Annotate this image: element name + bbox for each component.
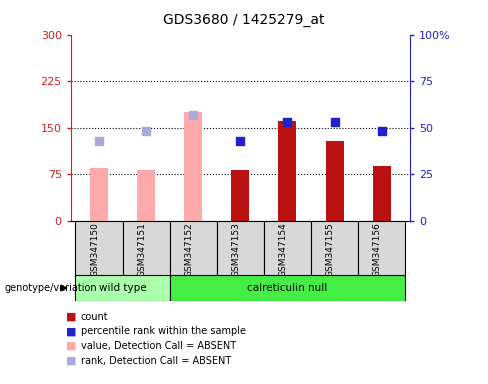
Point <box>331 119 339 125</box>
Text: calreticulin null: calreticulin null <box>247 283 327 293</box>
Bar <box>137 170 155 221</box>
Bar <box>264 221 311 275</box>
Text: GSM347154: GSM347154 <box>279 222 287 276</box>
Point <box>95 137 103 144</box>
Bar <box>170 275 405 301</box>
Text: ■: ■ <box>66 326 77 336</box>
Text: GSM347153: GSM347153 <box>231 222 240 277</box>
Text: ■: ■ <box>66 341 77 351</box>
Bar <box>311 221 358 275</box>
Text: count: count <box>81 312 108 322</box>
Text: GDS3680 / 1425279_at: GDS3680 / 1425279_at <box>163 13 325 27</box>
Text: GSM347150: GSM347150 <box>90 222 99 277</box>
Text: GSM347151: GSM347151 <box>137 222 146 277</box>
Point <box>284 119 291 125</box>
Point <box>236 137 244 144</box>
Text: GSM347152: GSM347152 <box>184 222 193 276</box>
Bar <box>279 121 296 221</box>
Text: GSM347156: GSM347156 <box>373 222 382 277</box>
Text: wild type: wild type <box>99 283 146 293</box>
Point <box>142 128 150 134</box>
Bar <box>76 275 170 301</box>
Bar <box>184 112 202 221</box>
Bar <box>325 141 344 221</box>
Bar <box>358 221 405 275</box>
Text: percentile rank within the sample: percentile rank within the sample <box>81 326 245 336</box>
Point <box>189 112 197 118</box>
Point <box>378 128 386 134</box>
Bar <box>170 221 217 275</box>
Bar <box>217 221 264 275</box>
Bar <box>76 221 122 275</box>
Bar <box>373 166 390 221</box>
Text: genotype/variation: genotype/variation <box>5 283 98 293</box>
Text: GSM347155: GSM347155 <box>325 222 335 277</box>
Text: ■: ■ <box>66 312 77 322</box>
Text: ■: ■ <box>66 356 77 366</box>
Text: rank, Detection Call = ABSENT: rank, Detection Call = ABSENT <box>81 356 231 366</box>
Bar <box>122 221 170 275</box>
Bar <box>90 168 108 221</box>
Text: value, Detection Call = ABSENT: value, Detection Call = ABSENT <box>81 341 236 351</box>
Bar <box>231 170 249 221</box>
